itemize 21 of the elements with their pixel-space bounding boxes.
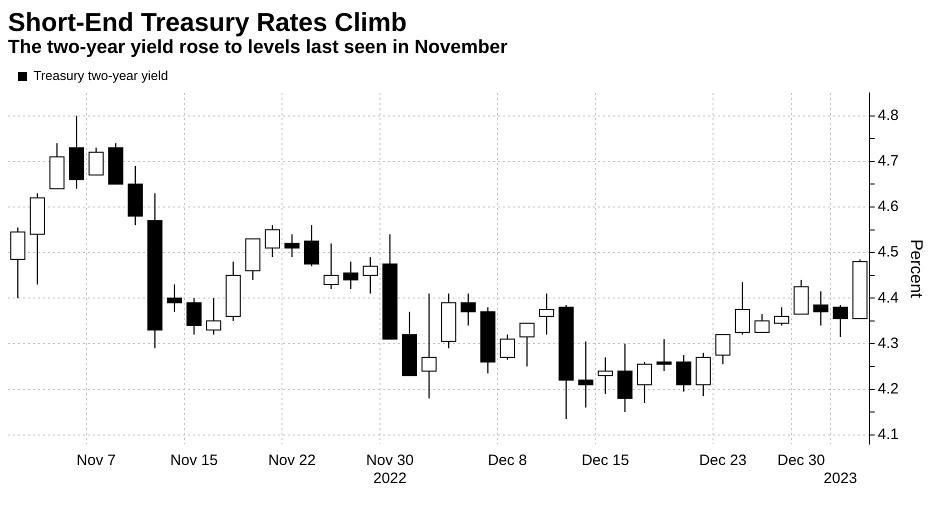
x-tick-label: Nov 22 (268, 452, 316, 470)
x-tick-label: Dec 15 (582, 452, 630, 470)
x-tick-label: Dec 23 (699, 452, 747, 470)
x-tick-label: Nov 30 2022 (366, 452, 414, 488)
x-tick-label: Nov 7 (76, 452, 116, 470)
chart-subtitle: The two-year yield rose to levels last seen in November (8, 36, 508, 60)
x-tick-label: 2023 (824, 470, 858, 488)
y-tick-label: 4.3 (878, 334, 899, 352)
y-tick-label: 4.1 (878, 426, 899, 444)
y-tick-label: 4.6 (878, 198, 899, 216)
x-tick-label: Dec 8 (488, 452, 528, 470)
y-tick-label: 4.2 (878, 380, 899, 398)
y-tick-label: 4.4 (878, 289, 899, 306)
chart-title: Short-End Treasury Rates Climb (8, 7, 408, 37)
y-tick-label: 4.5 (878, 244, 899, 261)
x-tick-label: Dec 30 (777, 452, 825, 470)
y-axis-title: Percent (907, 239, 926, 298)
legend-label: Treasury two-year yield (34, 68, 168, 84)
y-tick-label: 4.8 (878, 106, 899, 124)
x-tick-label: Nov 15 (170, 452, 218, 470)
y-tick-label: 4.7 (878, 152, 899, 170)
